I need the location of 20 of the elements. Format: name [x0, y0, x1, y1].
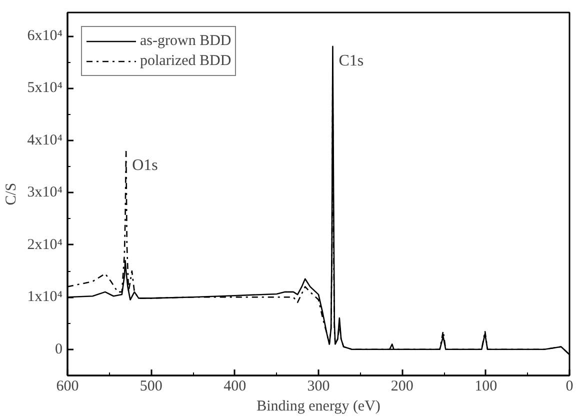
x-tick-label: 0 — [566, 378, 574, 394]
y-tick-label: 4x10⁴ — [27, 132, 63, 148]
annotation: O1s — [132, 156, 158, 174]
x-tick-label: 100 — [474, 378, 498, 394]
y-axis-title: C/S — [3, 182, 20, 206]
y-tick-label: 1x10⁴ — [27, 289, 63, 306]
x-tick-label: 500 — [140, 378, 162, 394]
x-tick-label: 600 — [56, 378, 79, 394]
y-tick-label: 2x10⁴ — [27, 236, 63, 253]
y-tick-label: 6x10⁴ — [27, 28, 63, 44]
x-tick-label: 300 — [307, 378, 330, 394]
y-tick-label: 3x10⁴ — [27, 184, 63, 201]
legend-label: as-grown BDD — [140, 32, 232, 50]
y-tick-label: 5x10⁴ — [27, 80, 63, 96]
x-axis-title: Binding energy (eV) — [256, 398, 380, 414]
x-tick-label: 400 — [224, 378, 246, 394]
y-tick-label: 0 — [55, 341, 62, 358]
annotation: C1s — [338, 52, 364, 70]
x-tick-label: 200 — [390, 378, 414, 394]
legend-label: polarized BDD — [140, 52, 232, 70]
